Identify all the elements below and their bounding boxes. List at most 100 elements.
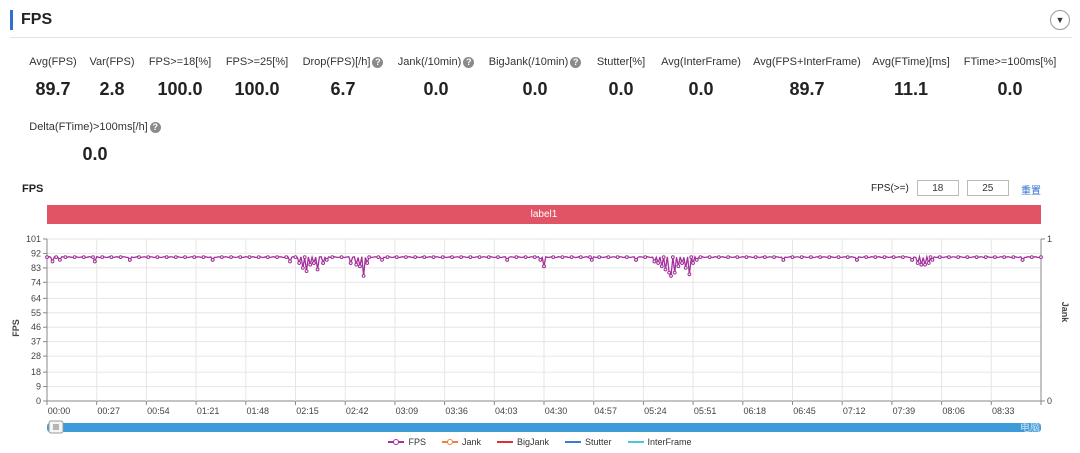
- legend-item-stutter[interactable]: Stutter: [565, 437, 612, 447]
- fps-data-point: [380, 257, 384, 262]
- section-header: FPS: [10, 8, 52, 32]
- metric-label: FPS>=18[%]: [110, 56, 250, 68]
- metric-bigjank-10min: BigJank(/10min)? 0.0: [465, 56, 605, 100]
- metric-avg-fps-interframe: Avg(FPS+InterFrame) 89.7: [737, 56, 877, 100]
- fps-data-point: [339, 255, 344, 260]
- fps-data-point: [81, 255, 86, 260]
- page-title: FPS: [21, 11, 53, 28]
- fps-data-point: [450, 255, 454, 260]
- metric-label: FPS>=25[%]: [187, 56, 327, 68]
- help-icon[interactable]: ?: [570, 56, 582, 68]
- fps-data-point: [538, 257, 543, 262]
- fps-data-point: [993, 255, 997, 260]
- metric-label: Avg(InterFrame): [631, 56, 771, 68]
- fps-data-point: [663, 267, 668, 272]
- fps-data-point: [514, 255, 519, 260]
- collapse-button[interactable]: ▼: [1050, 10, 1070, 30]
- fps-data-point: [589, 257, 594, 262]
- x-tick-label: 00:27: [97, 406, 120, 416]
- fps-data-point: [304, 269, 309, 273]
- fps-data-point: [937, 255, 942, 260]
- metric-label-text: Jank(/10min): [397, 56, 462, 68]
- metric-avg-interframe: Avg(InterFrame) 0.0: [631, 56, 771, 100]
- fps-data-point: [659, 264, 664, 269]
- fps-data-point: [72, 255, 77, 260]
- fps-data-point: [726, 255, 730, 260]
- fps-data-point: [667, 270, 672, 275]
- fps-data-point: [901, 255, 905, 260]
- fps-data-point: [440, 255, 445, 260]
- metric-value: 100.0: [157, 79, 203, 99]
- chart-title: FPS: [22, 183, 44, 195]
- fps-data-point: [300, 265, 305, 270]
- fps-data-point: [772, 255, 776, 260]
- help-icon[interactable]: ?: [149, 121, 161, 133]
- chart-legend: FPS Jank BigJank Stutter InterFrame: [0, 437, 1080, 447]
- chevron-down-icon: ▼: [1055, 15, 1065, 25]
- fps-data-point: [882, 255, 887, 260]
- legend-item-interframe[interactable]: InterFrame: [627, 437, 692, 447]
- legend-item-fps[interactable]: FPS: [388, 437, 426, 447]
- fps-data-point: [926, 261, 931, 265]
- fps-data-point: [256, 255, 261, 260]
- zoom-scrollbar[interactable]: [47, 423, 1041, 432]
- metric-label-text: FPS>=18[%]: [148, 56, 212, 68]
- y-axis-title: FPS: [11, 319, 21, 337]
- legend-swatch-line: [496, 441, 513, 443]
- fps-data-point: [308, 262, 313, 267]
- fps-data-point: [873, 255, 878, 260]
- help-icon[interactable]: ?: [372, 56, 384, 68]
- x-tick-label: 08:33: [992, 406, 1015, 416]
- fps-data-point: [790, 255, 795, 260]
- x-tick-label: 04:03: [495, 406, 518, 416]
- fps-data-point: [624, 255, 629, 260]
- fps-data-point: [394, 255, 399, 260]
- metric-value: 89.7: [789, 79, 825, 99]
- fps-threshold-input-2[interactable]: [966, 180, 1009, 196]
- metric-label-text: Delta(FTime)>100ms[/h]: [29, 121, 148, 133]
- legend-item-bigjank[interactable]: BigJank: [496, 437, 549, 447]
- y2-axis-title: Jank: [1060, 302, 1070, 324]
- fps-data-point: [367, 255, 372, 260]
- fps-data-point: [468, 255, 473, 260]
- fps-data-point: [864, 255, 869, 260]
- fps-data-point: [137, 255, 141, 260]
- fps-data-point: [348, 261, 353, 265]
- fps-data-point: [275, 255, 279, 260]
- fps-data-point: [385, 255, 390, 260]
- x-tick-label: 04:30: [545, 406, 568, 416]
- fps-data-point: [431, 255, 436, 260]
- fps-data-point: [312, 261, 316, 265]
- fps-data-point: [247, 255, 252, 260]
- fps-data-point: [643, 255, 648, 260]
- fps-data-point: [753, 255, 758, 260]
- fps-data-point: [744, 255, 749, 260]
- fps-data-point: [532, 255, 537, 260]
- fps-data-point: [219, 255, 224, 260]
- fps-threshold-input-1[interactable]: [916, 180, 959, 196]
- legend-swatch: [441, 438, 458, 446]
- x-tick-label: 01:48: [247, 406, 270, 416]
- y-tick-label: 55: [31, 308, 41, 318]
- fps-data-point: [315, 267, 320, 272]
- fps-data-point: [192, 255, 197, 260]
- metric-label: Stutter[%]: [551, 56, 691, 68]
- fps-data-point: [118, 255, 123, 260]
- metric-var-fps: Var(FPS) 2.8: [42, 56, 182, 100]
- metric-fps-25: FPS>=25[%] 100.0: [187, 56, 327, 100]
- metric-label-text: Avg(InterFrame): [661, 56, 741, 68]
- fps-data-point: [404, 255, 408, 260]
- fps-data-point: [672, 270, 677, 275]
- fps-data-point: [698, 255, 703, 260]
- metric-value: 6.7: [330, 79, 356, 99]
- fps-data-point: [297, 261, 302, 265]
- legend-item-jank[interactable]: Jank: [441, 437, 481, 447]
- legend-swatch-line: [565, 441, 582, 443]
- help-icon[interactable]: ?: [463, 56, 475, 68]
- fps-data-point: [1039, 255, 1043, 260]
- metric-value: 0.0: [997, 79, 1023, 99]
- fps-data-point: [422, 255, 427, 260]
- fps-data-point: [91, 255, 95, 260]
- reset-link[interactable]: 重置: [1021, 186, 1041, 197]
